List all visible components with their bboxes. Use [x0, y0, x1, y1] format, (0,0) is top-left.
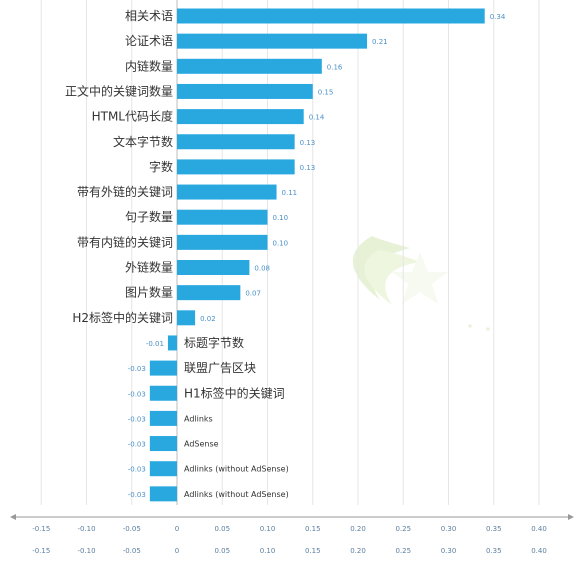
value-label: 0.13 — [300, 139, 316, 147]
category-label: Adlinks (without AdSense) — [184, 465, 289, 474]
bar — [149, 436, 177, 452]
category-label: 字数 — [149, 159, 173, 174]
x-tick-label: 0.10 — [260, 547, 276, 555]
x-axis: -0.15 -0.10 -0.05 0 0.05 0.10 0.15 0.20 0.25 0.30… — [10, 514, 574, 555]
bar — [177, 33, 368, 49]
x-tick-label: 0.30 — [441, 525, 457, 533]
axis-arrow-left — [10, 514, 16, 520]
bar — [149, 461, 177, 477]
category-label: 相关术语 — [125, 9, 173, 23]
bars — [149, 8, 485, 502]
x-tick-label: 0.10 — [260, 525, 276, 533]
category-label: 句子数量 — [125, 209, 173, 224]
bar — [149, 385, 177, 401]
category-label: AdSense — [184, 440, 219, 449]
value-label: 0.16 — [327, 63, 343, 71]
bar — [167, 335, 177, 351]
value-label: -0.03 — [128, 441, 146, 449]
category-label: H1标签中的关键词 — [184, 385, 285, 400]
category-label: HTML代码长度 — [92, 109, 173, 124]
x-tick-label: 0.25 — [395, 547, 411, 555]
bar — [177, 310, 196, 326]
bar — [177, 234, 268, 250]
category-label: 标题字节数 — [184, 335, 244, 350]
bar — [177, 58, 322, 74]
category-label: Adlinks — [184, 414, 213, 423]
x-tick-label: 0 — [175, 525, 179, 533]
x-tick-label: -0.05 — [123, 547, 141, 555]
grid-lines — [40, 0, 540, 505]
x-tick-label: 0.20 — [350, 547, 366, 555]
x-tick-label: 0.40 — [531, 547, 547, 555]
x-tick-label: -0.05 — [123, 525, 141, 533]
category-label: 正文中的关键词数量 — [65, 83, 173, 98]
value-label: 0.07 — [245, 290, 261, 298]
category-label: H2标签中的关键词 — [72, 310, 173, 325]
x-tick-label: 0.40 — [531, 525, 547, 533]
bar — [177, 134, 295, 150]
value-label: -0.03 — [128, 390, 146, 398]
bar — [177, 159, 295, 175]
value-label: -0.03 — [128, 466, 146, 474]
bar — [149, 486, 177, 502]
x-tick-label: 0.05 — [214, 525, 230, 533]
x-tick-label: 0.05 — [214, 547, 230, 555]
x-tick-label: -0.15 — [32, 525, 50, 533]
value-label: 0.14 — [309, 114, 325, 122]
x-tick-label: -0.10 — [77, 525, 95, 533]
x-tick-label: -0.10 — [77, 547, 95, 555]
bar — [177, 109, 304, 125]
category-label: 带有外链的关键词 — [77, 184, 173, 199]
x-tick-label: 0.15 — [305, 547, 321, 555]
value-label: 0.10 — [273, 214, 289, 222]
category-label: 图片数量 — [125, 285, 173, 300]
x-tick-label: -0.15 — [32, 547, 50, 555]
category-label: 联盟广告区块 — [184, 361, 256, 375]
bar — [177, 184, 277, 200]
value-label: 0.13 — [300, 164, 316, 172]
watermark-logo — [352, 236, 490, 331]
x-tick-label: 0 — [175, 547, 179, 555]
x-tick-label: 0.30 — [441, 547, 457, 555]
bar — [177, 8, 485, 24]
value-label: -0.01 — [146, 340, 164, 348]
x-tick-label: 0.35 — [486, 525, 502, 533]
value-label: 0.02 — [200, 315, 216, 323]
value-label: -0.03 — [128, 415, 146, 423]
x-tick-label: 0.35 — [486, 547, 502, 555]
category-label: 内链数量 — [125, 58, 173, 73]
category-label: 带有内链的关键词 — [77, 234, 173, 249]
bar — [177, 209, 268, 225]
value-label: 0.34 — [490, 13, 506, 21]
category-label: 外链数量 — [125, 260, 173, 275]
value-label: -0.03 — [128, 491, 146, 499]
x-tick-label: 0.20 — [350, 525, 366, 533]
bar — [177, 285, 241, 301]
bar — [177, 83, 313, 99]
bar — [149, 360, 177, 376]
axis-arrow-right — [568, 514, 574, 520]
category-label: 文本字节数 — [113, 134, 173, 149]
labels: 0.34 相关术语 0.21 论证术语 0.16 内链数量 0.15 正文中的关键词数量 0.1… — [65, 9, 506, 499]
category-label: 论证术语 — [125, 34, 173, 48]
value-label: -0.03 — [128, 365, 146, 373]
category-label: Adlinks (without AdSense) — [184, 490, 289, 499]
bar — [149, 410, 177, 426]
value-label: 0.21 — [372, 38, 388, 46]
value-label: 0.10 — [273, 239, 289, 247]
x-tick-label: 0.15 — [305, 525, 321, 533]
x-tick-label: 0.25 — [395, 525, 411, 533]
value-label: 0.11 — [282, 189, 298, 197]
bar — [177, 260, 250, 275]
value-label: 0.15 — [318, 88, 334, 96]
value-label: 0.08 — [254, 265, 270, 273]
